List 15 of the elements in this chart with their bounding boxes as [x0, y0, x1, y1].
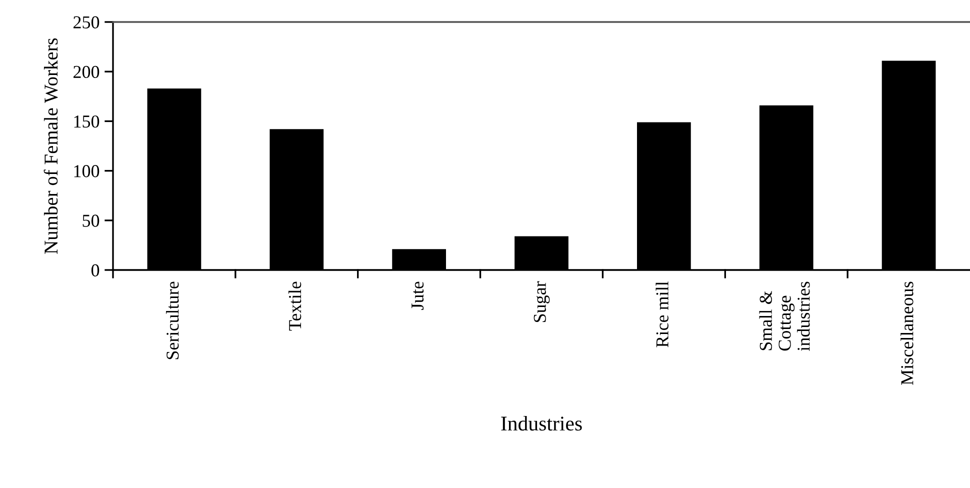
y-tick-label: 0	[91, 264, 100, 276]
y-tick-label: 50	[82, 214, 100, 227]
x-tick-label: Textile	[288, 282, 302, 331]
x-tick-label: Jute	[412, 282, 424, 310]
x-tick-label: Small & Cottage industries	[759, 282, 810, 351]
x-tick-label: Rice mill	[656, 281, 668, 348]
x-tick-label: Miscellaneous	[900, 282, 914, 385]
x-tick-label: Sericulture	[166, 282, 179, 360]
y-tick-label: 100	[74, 165, 100, 178]
y-tick-label: 200	[74, 66, 100, 78]
y-tick-label: 150	[74, 115, 100, 128]
x-axis-title: Industries	[501, 416, 582, 431]
x-tick-label: Sugar	[534, 281, 550, 322]
y-axis-title: Number of Female Workers	[44, 38, 58, 254]
y-tick-label: 250	[74, 16, 100, 28]
